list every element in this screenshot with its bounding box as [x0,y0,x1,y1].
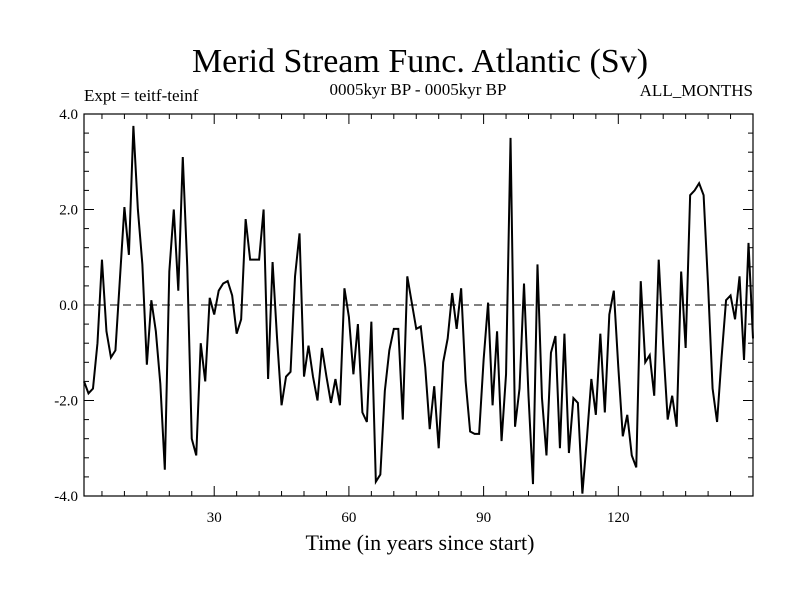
subtitle-right: ALL_MONTHS [640,81,753,100]
x-axis-label: Time (in years since start) [306,530,535,555]
x-tick-label: 30 [207,510,222,526]
y-tick-label: -2.0 [54,394,78,410]
x-tick-label: 90 [476,510,491,526]
y-tick-label: 0.0 [59,298,78,314]
y-tick-label: 4.0 [59,107,78,123]
x-tick-label: 60 [341,510,356,526]
y-tick-label: -4.0 [54,489,78,505]
x-tick-label: 120 [607,510,630,526]
plot-area: 30 60 90 120 -4.0 -2.0 0.0 2.0 4.0 [54,107,754,526]
series-line [83,125,754,494]
chart-title: Merid Stream Func. Atlantic (Sv) [192,43,648,80]
subtitle-left: Expt = teitf-teinf [84,86,199,105]
y-tick-label: 2.0 [59,203,78,219]
subtitle-center: 0005kyr BP - 0005kyr BP [330,80,507,99]
